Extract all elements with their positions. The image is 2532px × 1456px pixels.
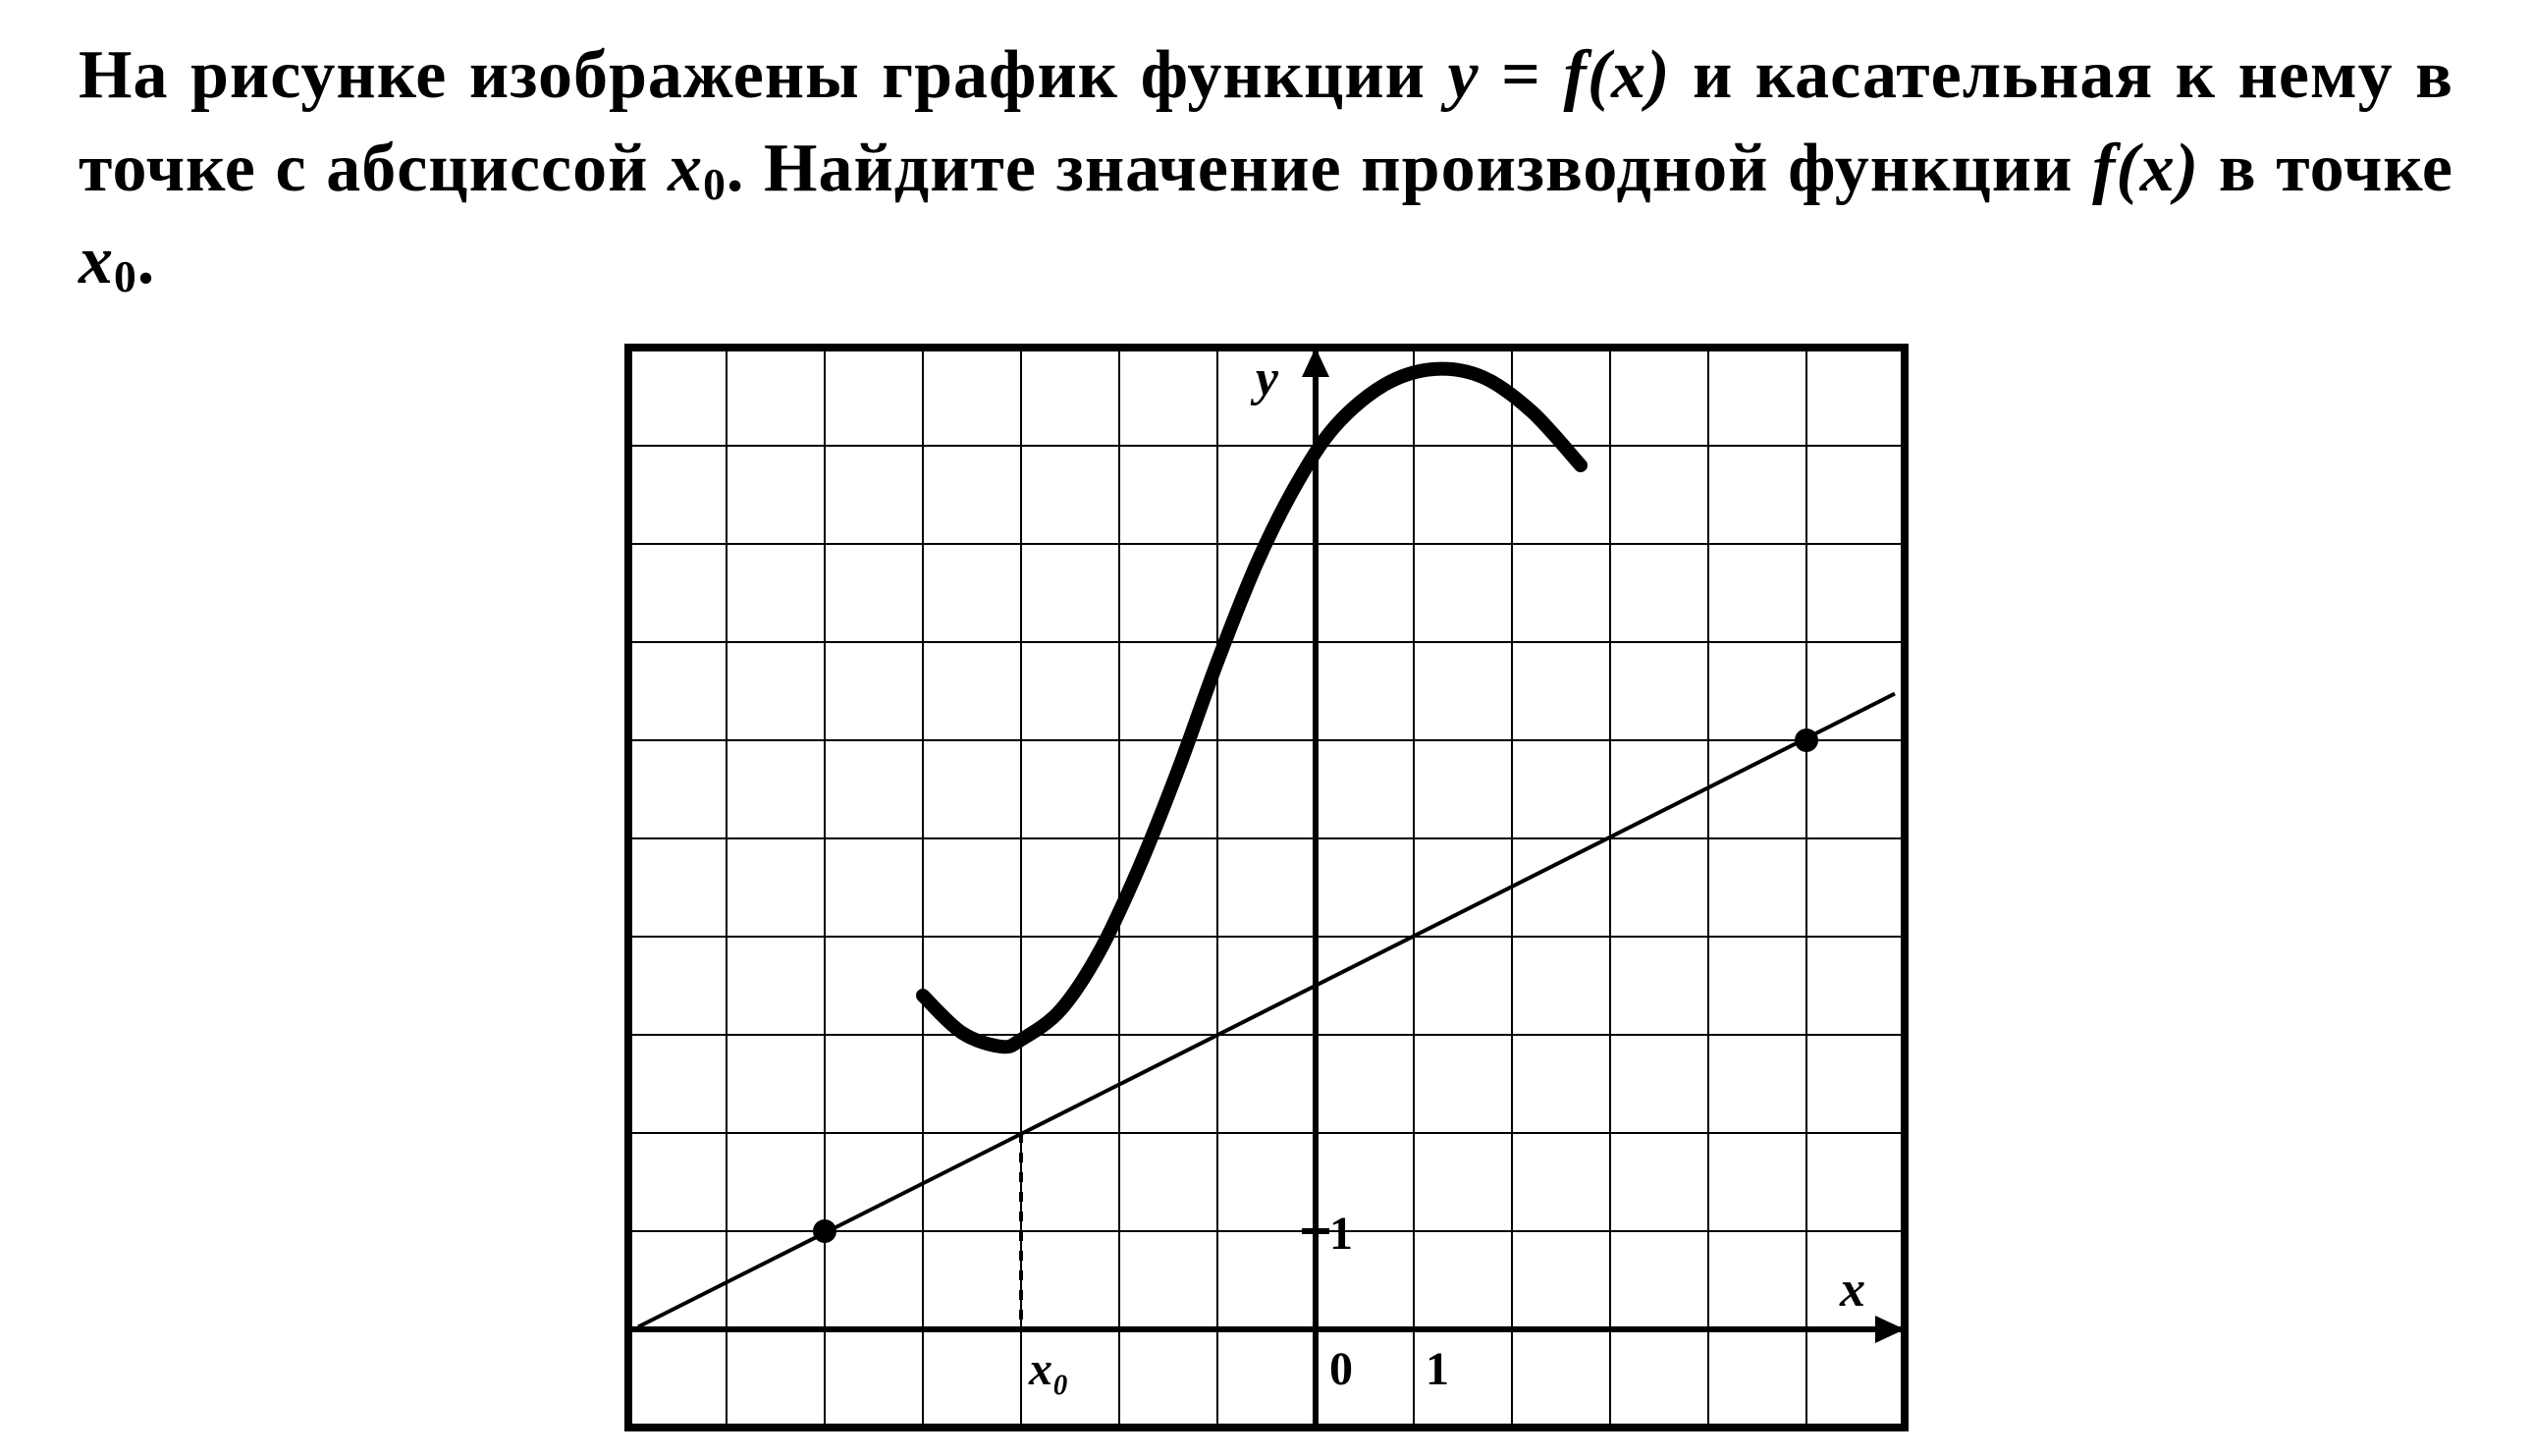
x0a: x <box>668 131 703 206</box>
t1: На рисунке изображены график функции <box>79 37 1448 113</box>
t1b: и <box>1670 37 1733 113</box>
t3c: . <box>137 223 156 298</box>
t2b: . Найдите <box>727 131 1037 206</box>
x0b: x <box>79 223 114 298</box>
svg-text:x₀: x₀ <box>1028 1343 1069 1395</box>
x0b-sub: 0 <box>114 251 137 301</box>
svg-text:0: 0 <box>1329 1343 1353 1395</box>
svg-text:x: x <box>1839 1262 1865 1318</box>
eq-fx: f(x) <box>1564 37 1671 113</box>
eq-y: y <box>1448 37 1480 113</box>
x0a-sub: 0 <box>703 159 727 209</box>
t3: значение производной функции <box>1056 131 2092 206</box>
svg-text:1: 1 <box>1329 1208 1353 1260</box>
problem-text: На рисунке изображены график функции y =… <box>79 29 2453 308</box>
fx2: f(x) <box>2092 131 2199 206</box>
chart-svg: yx011x₀ <box>619 338 1914 1437</box>
svg-text:1: 1 <box>1426 1343 1449 1395</box>
t3b: в точке <box>2199 131 2453 206</box>
eq-mid: = <box>1480 37 1564 113</box>
chart-bg <box>628 348 1905 1428</box>
figure-container: yx011x₀ <box>79 338 2453 1437</box>
